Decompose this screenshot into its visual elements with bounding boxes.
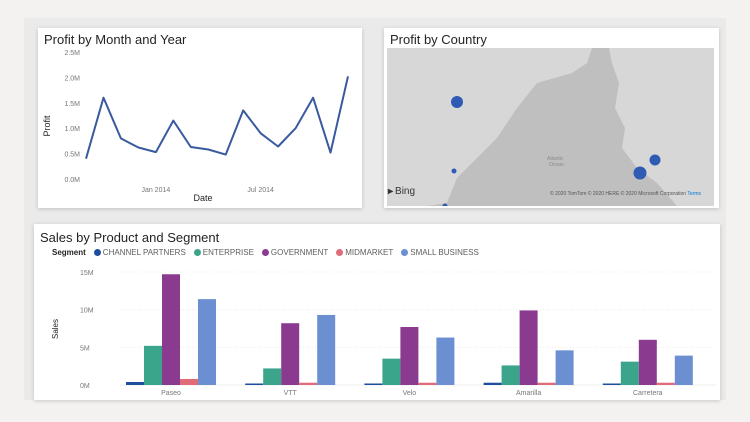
legend-dot-channel-partners (93, 249, 101, 256)
bar-government[interactable] (400, 326, 419, 385)
x-tick-label: Paseo (161, 390, 181, 397)
report-canvas: Profit by Month and Year 0.0M 0.5M 1.0M 1.5… (24, 18, 726, 400)
bar-midmarket[interactable] (299, 382, 318, 385)
legend-label-enterprise: ENTERPRISE (202, 248, 254, 257)
bing-logo: ▸ Bing (388, 186, 415, 197)
bar-midmarket[interactable] (656, 382, 675, 385)
bar-midmarket[interactable] (180, 378, 198, 385)
y-tick-label: 2.5M (64, 50, 80, 57)
bar-small-business[interactable] (317, 314, 336, 385)
bar-midmarket[interactable] (537, 382, 556, 385)
bar-small-business[interactable] (555, 350, 574, 385)
y-tick-label: 1.5M (64, 101, 80, 108)
sales-bar-chart[interactable]: 0M 5M 10M 15M Sales Paseo VTT Velo Amarilla Carre… (34, 224, 720, 400)
profit-series-line[interactable] (85, 76, 349, 159)
map-credit-text: © 2020 TomTom © 2020 HERE © 2020 Microso… (550, 191, 687, 197)
legend-dot-small-business (401, 249, 409, 256)
bar-government[interactable] (519, 310, 538, 385)
y-axis-title: Sales (51, 319, 60, 339)
bar-enterprise[interactable] (620, 361, 639, 385)
legend-label-channel-partners: CHANNEL PARTNERS (102, 248, 186, 257)
legend-label-midmarket: MIDMARKET (345, 248, 394, 257)
bubble-canada[interactable] (451, 96, 463, 108)
legend-dot-government (261, 249, 269, 256)
bubble-france[interactable] (633, 166, 647, 180)
bar-small-business[interactable] (674, 355, 693, 385)
bar-small-business[interactable] (198, 299, 216, 385)
y-tick-label: 0.0M (64, 177, 80, 184)
bing-icon: ▸ (388, 186, 394, 197)
bar-midmarket[interactable] (418, 382, 437, 385)
profit-by-month-card[interactable]: Profit by Month and Year 0.0M 0.5M 1.0M 1.5… (38, 28, 362, 208)
bar-channel-partners[interactable] (602, 383, 621, 385)
bubble-united-states[interactable] (451, 168, 457, 174)
profit-by-month-title: Profit by Month and Year (44, 32, 187, 47)
bar-small-business[interactable] (436, 337, 455, 385)
bar-channel-partners[interactable] (245, 383, 264, 385)
bar-enterprise[interactable] (263, 368, 282, 385)
bing-logo-text: Bing (395, 186, 416, 197)
legend-dot-enterprise (193, 249, 201, 256)
y-tick-label: 0M (80, 383, 90, 390)
profit-by-country-card[interactable]: Profit by Country Atlantic Ocean ▸ Bing … (384, 28, 719, 208)
bar-channel-partners[interactable] (483, 382, 502, 385)
bubble-germany[interactable] (649, 154, 661, 166)
map-terms-link[interactable]: Terms (687, 191, 701, 197)
map-credit: © 2020 TomTom © 2020 HERE © 2020 Microso… (550, 191, 701, 197)
legend-item-small-business[interactable]: SMALL BUSINESS (401, 248, 479, 257)
legend-item-government[interactable]: GOVERNMENT (261, 248, 329, 257)
bar-enterprise[interactable] (144, 345, 162, 385)
bar-channel-partners[interactable] (364, 383, 383, 385)
bar-government[interactable] (281, 323, 300, 385)
y-tick-label: 15M (80, 270, 94, 277)
bubble-mexico[interactable] (442, 203, 448, 207)
bar-government[interactable] (162, 274, 180, 385)
europe-landmass (609, 48, 714, 206)
ocean-label-2: Ocean (549, 162, 564, 168)
x-tick-label: Amarilla (516, 390, 541, 397)
legend-label-government: GOVERNMENT (270, 248, 329, 257)
y-tick-label: 5M (80, 345, 90, 352)
x-tick-label: VTT (284, 390, 298, 397)
world-map[interactable]: Atlantic Ocean (387, 48, 714, 206)
y-tick-label: 10M (80, 308, 94, 315)
x-tick-label: Jul 2014 (247, 187, 274, 194)
bar-enterprise[interactable] (382, 358, 401, 385)
legend-item-channel-partners[interactable]: CHANNEL PARTNERS (93, 248, 186, 257)
legend-title: Segment (52, 248, 86, 257)
legend-item-midmarket[interactable]: MIDMARKET (336, 248, 393, 257)
legend-item-enterprise[interactable]: ENTERPRISE (193, 248, 254, 257)
ocean-label-1: Atlantic (547, 156, 564, 162)
x-tick-label: Jan 2014 (141, 187, 170, 194)
segment-legend: Segment CHANNEL PARTNERS ENTERPRISE GOVE… (52, 248, 479, 257)
bar-enterprise[interactable] (501, 365, 520, 385)
y-tick-label: 2.0M (64, 75, 80, 82)
sales-by-product-card[interactable]: Sales by Product and Segment Segment CHA… (34, 224, 720, 400)
y-tick-label: 0.5M (64, 152, 80, 159)
greenland-landmass (537, 48, 592, 73)
y-axis-title: Profit (42, 115, 52, 137)
bar-government[interactable] (638, 339, 657, 385)
legend-label-small-business: SMALL BUSINESS (410, 248, 479, 257)
profit-by-country-title: Profit by Country (390, 32, 487, 47)
y-tick-label: 1.0M (64, 126, 80, 133)
x-axis-title: Date (193, 193, 212, 203)
x-tick-label: Carretera (633, 390, 663, 397)
x-tick-label: Velo (403, 390, 417, 397)
sales-by-product-title: Sales by Product and Segment (40, 230, 220, 245)
profit-line-chart[interactable]: 0.0M 0.5M 1.0M 1.5M 2.0M 2.5M Jan 2014 Jul 2014… (38, 28, 362, 208)
legend-dot-midmarket (336, 249, 344, 256)
north-america-landmass (387, 48, 587, 206)
bar-channel-partners[interactable] (126, 381, 144, 385)
